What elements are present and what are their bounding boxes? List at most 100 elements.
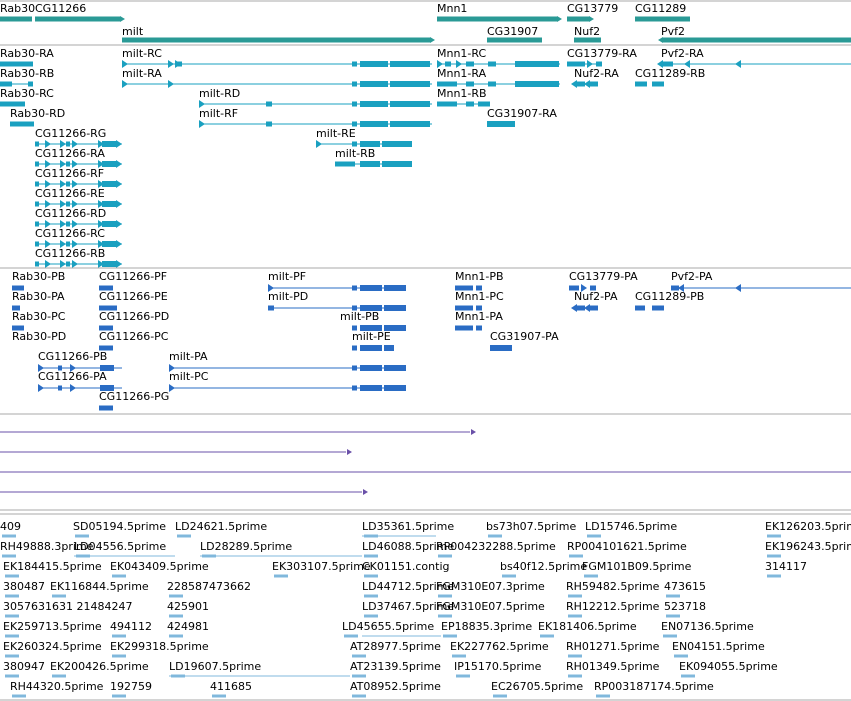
feature-label[interactable]: Mnn1-PC	[455, 290, 504, 303]
feature-label[interactable]: EK303107.5prime	[272, 560, 371, 573]
feature-label[interactable]: 192759	[110, 680, 152, 693]
feature-label[interactable]: RH01349.5prime	[566, 660, 660, 673]
feature-label[interactable]: CG11289	[635, 2, 686, 15]
feature-label[interactable]: AT08952.5prime	[350, 680, 441, 693]
feature-label[interactable]: Mnn1-RB	[437, 87, 487, 100]
feature-label[interactable]: RP004232288.5prime	[436, 540, 556, 553]
feature-label[interactable]: CG13779-RA	[567, 47, 637, 60]
feature-label[interactable]: CG11266-PF	[99, 270, 167, 283]
feature-label[interactable]: 523718	[664, 600, 706, 613]
feature-label[interactable]: Rab30-RD	[10, 107, 65, 120]
feature-label[interactable]: Pvf2-RA	[661, 47, 704, 60]
feature-label[interactable]: EK259713.5prime	[3, 620, 102, 633]
feature-label[interactable]: EK227762.5prime	[450, 640, 549, 653]
feature-label[interactable]: Mnn1-RC	[437, 47, 486, 60]
feature-label[interactable]: 314117	[765, 560, 807, 573]
feature-label[interactable]: milt	[122, 25, 144, 38]
feature-label[interactable]: CG31907	[487, 25, 538, 38]
feature-label[interactable]: LD28289.5prime	[200, 540, 292, 553]
feature-label[interactable]: EN04151.5prime	[672, 640, 765, 653]
feature-label[interactable]: CG13779-PA	[569, 270, 638, 283]
feature-label[interactable]: CG11266-RC	[35, 227, 105, 240]
feature-label[interactable]: Mnn1-RA	[437, 67, 487, 80]
feature-label[interactable]: Rab30-PC	[12, 310, 66, 323]
feature-label[interactable]: EP18835.3prime	[441, 620, 532, 633]
feature-label[interactable]: RH59482.5prime	[566, 580, 660, 593]
feature-label[interactable]: RH12212.5prime	[566, 600, 660, 613]
feature-label[interactable]: EK043409.5prime	[110, 560, 209, 573]
feature-label[interactable]: Rab30-RC	[0, 87, 54, 100]
feature-label[interactable]: milt-RA	[122, 67, 162, 80]
feature-label[interactable]: bs73h07.5prime	[486, 520, 576, 533]
feature-label[interactable]: CG11289-PB	[635, 290, 704, 303]
feature-label[interactable]: 409	[0, 520, 21, 533]
feature-label[interactable]: milt-PF	[268, 270, 306, 283]
feature-label[interactable]: milt-RE	[316, 127, 356, 140]
feature-label[interactable]: milt-PC	[169, 370, 209, 383]
feature-label[interactable]: Mnn1-PA	[455, 310, 503, 323]
feature-label[interactable]: 3057631631 21484247	[3, 600, 132, 613]
feature-label[interactable]: 228587473662	[167, 580, 251, 593]
feature-label[interactable]: Pvf2-PA	[671, 270, 713, 283]
feature-label[interactable]: milt-RD	[199, 87, 240, 100]
feature-label[interactable]: milt-RC	[122, 47, 162, 60]
feature-label[interactable]: EN07136.5prime	[661, 620, 754, 633]
feature-label[interactable]: milt-PE	[352, 330, 391, 343]
feature-label[interactable]: CK01151.contig	[362, 560, 449, 573]
feature-label[interactable]: Rab30-PD	[12, 330, 66, 343]
feature-label[interactable]: AT28977.5prime	[350, 640, 441, 653]
feature-label[interactable]: RP004101621.5prime	[567, 540, 687, 553]
feature-label[interactable]: EK200426.5prime	[50, 660, 149, 673]
feature-label[interactable]: EC26705.5prime	[491, 680, 583, 693]
feature-label[interactable]: EK184415.5prime	[3, 560, 102, 573]
feature-label[interactable]: CG11289-RB	[635, 67, 705, 80]
feature-label[interactable]: 494112	[110, 620, 152, 633]
feature-label[interactable]: Rab30-PB	[12, 270, 65, 283]
feature-label[interactable]: RH01271.5prime	[566, 640, 660, 653]
feature-label[interactable]: 473615	[664, 580, 706, 593]
feature-label[interactable]: LD04556.5prime	[74, 540, 166, 553]
feature-label[interactable]: 424981	[167, 620, 209, 633]
feature-label[interactable]: CG11266-RA	[35, 147, 105, 160]
feature-label[interactable]: CG31907-RA	[487, 107, 557, 120]
feature-label[interactable]: SD05194.5prime	[73, 520, 166, 533]
feature-label[interactable]: Nuf2	[574, 25, 600, 38]
feature-label[interactable]: LD45655.5prime	[342, 620, 434, 633]
feature-label[interactable]: CG11266	[35, 2, 86, 15]
feature-label[interactable]: LD15746.5prime	[585, 520, 677, 533]
feature-label[interactable]: milt-PB	[340, 310, 379, 323]
feature-label[interactable]: Mnn1-PB	[455, 270, 504, 283]
feature-label[interactable]: EK196243.5prime	[765, 540, 851, 553]
feature-label[interactable]: CG11266-PA	[38, 370, 107, 383]
feature-label[interactable]: LD37467.5prime	[362, 600, 454, 613]
feature-label[interactable]: Nuf2-RA	[574, 67, 619, 80]
feature-label[interactable]: CG11266-RG	[35, 127, 106, 140]
feature-label[interactable]: LD19607.5prime	[169, 660, 261, 673]
feature-label[interactable]: milt-PD	[268, 290, 308, 303]
feature-label[interactable]: EK126203.5prime	[765, 520, 851, 533]
feature-label[interactable]: Mnn1	[437, 2, 467, 15]
feature-label[interactable]: Pvf2	[661, 25, 685, 38]
feature-label[interactable]: FGM101B09.5prime	[582, 560, 692, 573]
feature-label[interactable]: EK094055.5prime	[679, 660, 778, 673]
feature-label[interactable]: AT23139.5prime	[350, 660, 441, 673]
feature-label[interactable]: LD46088.5prime	[362, 540, 454, 553]
feature-label[interactable]: 380487	[3, 580, 45, 593]
feature-label[interactable]: Nuf2-PA	[574, 290, 618, 303]
feature-label[interactable]: milt-RF	[199, 107, 238, 120]
feature-label[interactable]: EK181406.5prime	[538, 620, 637, 633]
feature-label[interactable]: LD44712.5prime	[362, 580, 454, 593]
feature-label[interactable]: CG11266-RD	[35, 207, 106, 220]
feature-label[interactable]: Rab30	[0, 2, 35, 15]
feature-label[interactable]: CG13779	[567, 2, 618, 15]
feature-label[interactable]: LD35361.5prime	[362, 520, 454, 533]
feature-label[interactable]: CG11266-PB	[38, 350, 107, 363]
feature-label[interactable]: CG11266-RE	[35, 187, 105, 200]
feature-label[interactable]: 411685	[210, 680, 252, 693]
feature-label[interactable]: bs40f12.5prime	[500, 560, 587, 573]
feature-label[interactable]: RH49888.3prime	[0, 540, 94, 553]
feature-label[interactable]: milt-RB	[335, 147, 375, 160]
feature-label[interactable]: EK299318.5prime	[110, 640, 209, 653]
feature-label[interactable]: LD24621.5prime	[175, 520, 267, 533]
feature-label[interactable]: 425901	[167, 600, 209, 613]
